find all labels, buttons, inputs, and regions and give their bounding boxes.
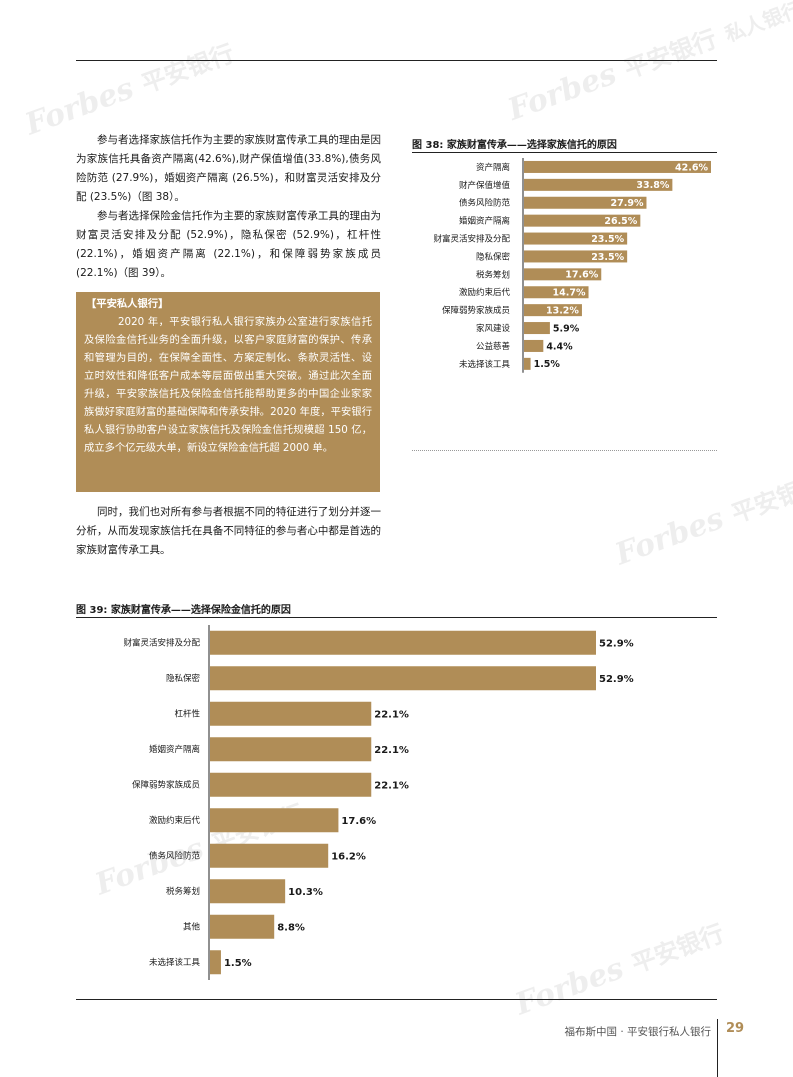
value-label: 22.1%	[374, 745, 409, 756]
category-label: 税务筹划	[476, 269, 510, 280]
category-label: 婚姻资产隔离	[459, 216, 510, 227]
bar	[210, 737, 372, 762]
value-label: 33.8%	[636, 180, 669, 191]
value-label: 22.1%	[374, 780, 409, 791]
bar	[524, 339, 544, 352]
bar	[524, 160, 711, 173]
bar	[524, 196, 647, 209]
category-label: 婚姻资产隔离	[149, 744, 200, 755]
bar	[210, 914, 275, 939]
value-label: 23.5%	[591, 252, 624, 263]
category-label: 公益慈善	[476, 341, 511, 352]
bar	[524, 178, 673, 191]
bar	[210, 701, 372, 726]
category-label: 保障弱势家族成员	[442, 305, 510, 316]
bar	[210, 772, 372, 797]
bar	[210, 666, 596, 691]
callout-box: 【平安私人银行】 2020 年，平安银行私人银行家族办公室进行家族信托及保险金信…	[76, 292, 380, 492]
value-label: 22.1%	[374, 709, 409, 720]
bottom-rule	[76, 999, 717, 1000]
value-label: 5.9%	[553, 323, 580, 334]
bar	[524, 304, 582, 317]
value-label: 52.9%	[599, 674, 634, 685]
value-label: 14.7%	[553, 288, 586, 299]
footer-divider	[717, 1019, 718, 1077]
bar	[524, 232, 628, 245]
bar	[210, 879, 286, 904]
category-label: 资产隔离	[476, 162, 510, 173]
category-label: 保障弱势家族成员	[132, 780, 200, 791]
figure-38-chart: 资产隔离 42.6% 财产保值增值 33.8% 债务风险防范 27.9% 婚姻资产隔离 26.…	[433, 158, 711, 373]
footer-text: 福布斯中国 · 平安银行私人银行	[564, 1026, 711, 1038]
category-label: 杠杆性	[174, 709, 200, 720]
category-label: 债务风险防范	[459, 198, 511, 209]
category-label: 隐私保密	[166, 673, 201, 684]
value-label: 10.3%	[288, 887, 323, 898]
value-label: 27.9%	[611, 198, 644, 209]
category-label: 财富灵活安排及分配	[123, 638, 200, 649]
bar	[524, 250, 628, 263]
callout-title: 【平安私人银行】	[86, 298, 169, 310]
bar	[210, 950, 221, 975]
value-label: 42.6%	[675, 162, 708, 173]
bar	[524, 357, 531, 370]
watermark: Forbes 平安银行	[610, 468, 793, 573]
paragraph: 参与者选择家族信托作为主要的家族财富传承工具的理由是因为家族信托具备资产隔离(4…	[76, 134, 381, 203]
paragraph: 同时，我们也对所有参与者根据不同的特征进行了划分并逐一分析，从而发现家族信托在具…	[76, 506, 381, 556]
figure-39-chart: 财富灵活安排及分配 52.9% 隐私保密 52.9% 杠杆性 22.1% 婚姻资产隔离 22.…	[123, 625, 634, 980]
bar	[210, 808, 339, 833]
category-label: 激励约束后代	[149, 815, 201, 826]
category-label: 未选择该工具	[149, 957, 201, 968]
bar	[210, 630, 596, 655]
value-label: 1.5%	[224, 958, 252, 969]
bar	[524, 322, 550, 335]
category-label: 激励约束后代	[459, 287, 511, 298]
category-label: 隐私保密	[476, 251, 511, 262]
bar	[524, 286, 589, 299]
category-label: 财产保值增值	[459, 180, 511, 191]
bar	[524, 268, 602, 281]
bar	[210, 843, 329, 868]
value-label: 8.8%	[277, 922, 305, 933]
body-text-top: 参与者选择家族信托作为主要的家族财富传承工具的理由是因为家族信托具备资产隔离(4…	[76, 131, 381, 283]
category-label: 其他	[183, 922, 201, 933]
value-label: 52.9%	[599, 638, 634, 649]
value-label: 1.5%	[534, 359, 561, 370]
figure-39-divider	[76, 617, 717, 618]
top-rule	[76, 60, 717, 61]
page-number: 29	[726, 1021, 745, 1036]
paragraph: 参与者选择保险金信托作为主要的家族财富传承工具的理由为财富灵活安排及分配 (52…	[76, 210, 381, 279]
category-label: 未选择该工具	[459, 359, 511, 370]
category-label: 财富灵活安排及分配	[433, 234, 510, 245]
callout-text: 2020 年，平安银行私人银行家族办公室进行家族信托及保险金信托业务的全面升级，…	[84, 316, 372, 454]
bar	[524, 214, 641, 227]
watermark: Forbes 平安银行 私人银行	[503, 0, 793, 128]
value-label: 26.5%	[604, 216, 637, 227]
value-label: 17.6%	[341, 816, 376, 827]
value-label: 13.2%	[546, 305, 579, 316]
category-label: 税务筹划	[166, 886, 200, 897]
figure-38-title: 图 38: 家族财富传承——选择家族信托的原因	[412, 140, 617, 151]
category-label: 债务风险防范	[149, 851, 201, 862]
value-label: 23.5%	[591, 234, 624, 245]
category-label: 家风建设	[476, 323, 511, 334]
figure-38-dotted-rule	[412, 450, 717, 451]
figure-38-divider	[412, 152, 717, 153]
value-label: 4.4%	[546, 341, 573, 352]
value-label: 16.2%	[331, 851, 366, 862]
body-text-bottom: 同时，我们也对所有参与者根据不同的特征进行了划分并逐一分析，从而发现家族信托在具…	[76, 503, 381, 560]
value-label: 17.6%	[565, 270, 598, 281]
watermark: Forbes 平安银行	[20, 38, 238, 143]
figure-39-title: 图 39: 家族财富传承——选择保险金信托的原因	[76, 605, 291, 616]
